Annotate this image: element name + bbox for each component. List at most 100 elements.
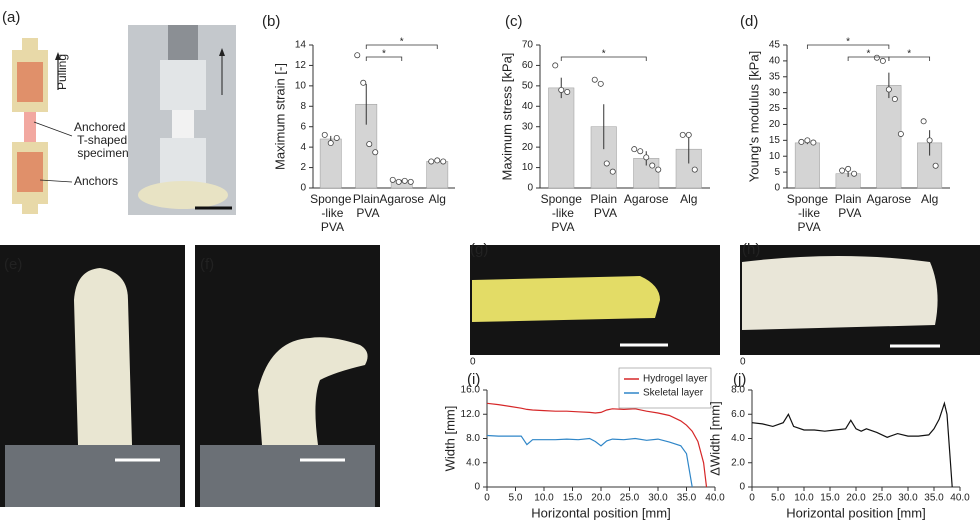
x-tick-label: Plain PVA — [353, 192, 380, 220]
significance-bracket — [806, 44, 890, 49]
data-line — [751, 401, 953, 488]
diagram-label: Anchors — [74, 174, 118, 188]
data-point — [873, 54, 880, 61]
x-tick-label: 20.0 — [591, 493, 611, 504]
panel-label: (e) — [4, 256, 22, 273]
y-tick-label: 70 — [522, 40, 534, 51]
x-tick-label: Sponge -like PVA — [310, 192, 352, 234]
y-tick-label: 0 — [474, 482, 480, 493]
y-axis-label: Young's modulus [kPa] — [746, 51, 761, 182]
data-point — [395, 178, 402, 185]
x-axis-label: Horizontal position [mm] — [531, 505, 670, 520]
significance-label: * — [382, 49, 386, 60]
x-tick-label: 25.0 — [872, 493, 892, 504]
data-point — [655, 166, 662, 173]
y-tick-label: 4.0 — [731, 433, 745, 444]
y-tick-label: 8.0 — [731, 385, 745, 396]
significance-label: * — [400, 37, 404, 48]
y-tick-label: 12.0 — [461, 409, 481, 420]
data-point — [321, 131, 328, 138]
significance-bracket — [365, 44, 438, 49]
significance-label: * — [867, 49, 871, 60]
data-point — [891, 96, 898, 103]
image-axis-label: 0 — [740, 357, 746, 368]
data-point — [839, 167, 846, 174]
x-tick-label: 10.0 — [794, 493, 814, 504]
data-point — [389, 176, 396, 183]
y-tick-label: 0 — [527, 183, 533, 194]
data-point — [691, 166, 698, 173]
x-tick-label: 5.0 — [509, 493, 523, 504]
diagram-label: Pulling — [55, 54, 69, 90]
y-tick-label: 8 — [300, 101, 306, 112]
y-tick-label: 30 — [522, 121, 534, 132]
y-tick-label: 25 — [769, 103, 781, 114]
data-point — [552, 62, 559, 69]
tensile-photo — [128, 25, 236, 215]
x-tick-label: Agarose — [867, 192, 912, 206]
significance-label: * — [602, 49, 606, 60]
bar — [426, 161, 449, 189]
y-tick-label: 10 — [769, 151, 781, 162]
y-tick-label: 20 — [769, 119, 781, 130]
data-point — [428, 158, 435, 165]
significance-label: * — [907, 49, 911, 60]
y-tick-label: 35 — [769, 71, 781, 82]
bar — [876, 85, 902, 189]
data-point — [591, 76, 598, 83]
data-point — [564, 88, 571, 95]
diagram-label: Anchored T-shaped specimen — [74, 120, 129, 160]
y-tick-label: 60 — [522, 60, 534, 71]
y-axis-label: Maximum stress [kPa] — [499, 53, 514, 181]
x-tick-label: Alg — [921, 192, 938, 206]
data-point — [885, 86, 892, 93]
significance-bracket — [365, 56, 403, 61]
y-tick-label: 20 — [522, 142, 534, 153]
data-point — [354, 52, 361, 59]
data-point — [679, 131, 686, 138]
data-point — [401, 177, 408, 184]
x-tick-label: Agarose — [379, 192, 424, 206]
y-tick-label: 6.0 — [731, 409, 745, 420]
data-point — [360, 79, 367, 86]
finger-bent-photo — [195, 245, 380, 507]
y-axis-label: Maximum strain [-] — [272, 63, 287, 170]
y-tick-label: 50 — [522, 80, 534, 91]
data-point — [879, 57, 886, 64]
skeletal-layer-photo — [470, 245, 720, 355]
y-tick-label: 15 — [769, 135, 781, 146]
data-point — [649, 162, 656, 169]
y-axis-label: ΔWidth [mm] — [707, 401, 722, 475]
data-line — [486, 434, 693, 488]
data-point — [407, 178, 414, 185]
y-tick-label: 45 — [769, 40, 781, 51]
data-point — [327, 140, 334, 147]
y-tick-label: 10 — [295, 80, 307, 91]
y-axis-label: Width [mm] — [442, 406, 457, 472]
y-tick-label: 12 — [295, 60, 307, 71]
data-point — [609, 168, 616, 175]
y-tick-label: 4.0 — [466, 457, 480, 468]
x-tick-label: 35.0 — [924, 493, 944, 504]
data-point — [926, 137, 933, 144]
panel-label: (b) — [262, 13, 280, 30]
significance-label: * — [846, 37, 850, 48]
x-tick-label: Sponge -like PVA — [787, 192, 829, 234]
x-tick-label: 20.0 — [846, 493, 866, 504]
y-tick-label: 8.0 — [466, 433, 480, 444]
panel-label: (c) — [505, 13, 523, 30]
y-tick-label: 2.0 — [731, 457, 745, 468]
x-tick-label: 35.0 — [677, 493, 697, 504]
data-point — [637, 148, 644, 155]
image-axis-label: 0 — [470, 357, 476, 368]
data-point — [372, 149, 379, 156]
x-tick-label: 40.0 — [950, 493, 970, 504]
finger-straight-photo — [0, 245, 185, 507]
x-tick-label: 0 — [484, 493, 490, 504]
y-tick-label: 40 — [522, 101, 534, 112]
data-line — [486, 402, 708, 488]
legend-label: Skeletal layer — [643, 388, 704, 399]
data-point — [597, 80, 604, 87]
x-tick-label: 15.0 — [820, 493, 840, 504]
